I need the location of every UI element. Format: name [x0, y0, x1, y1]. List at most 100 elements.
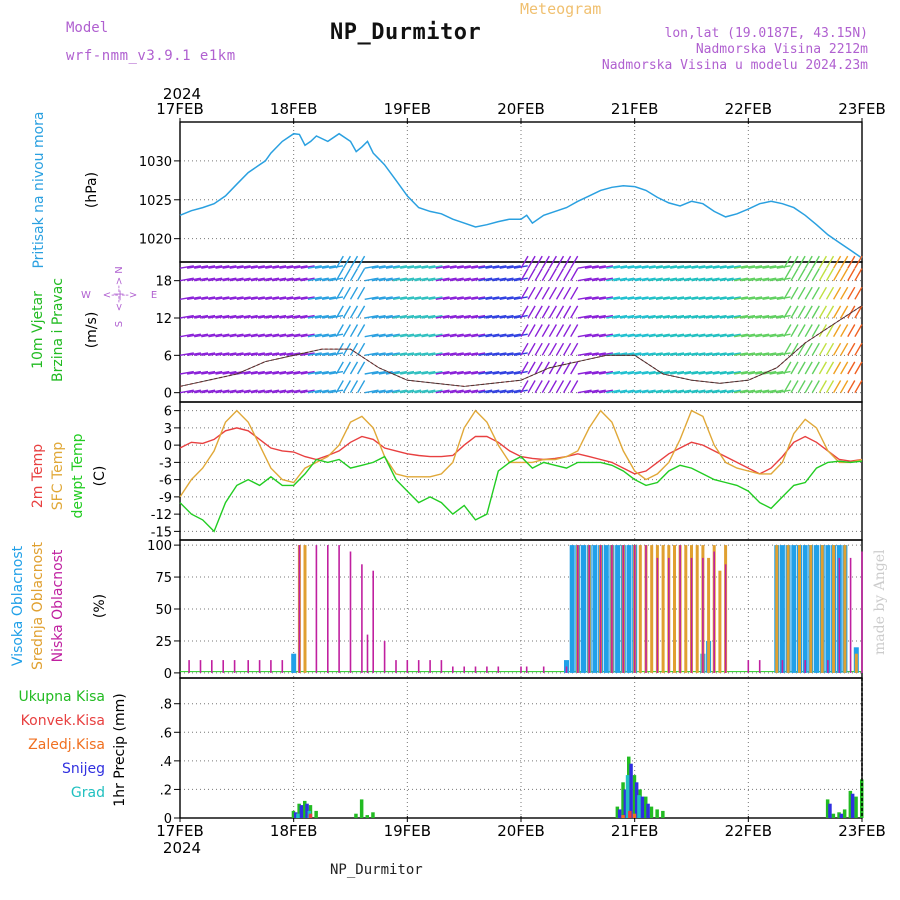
- wind-barb: [335, 286, 344, 300]
- wind-barb: [208, 370, 223, 375]
- cloud-unit: (%): [92, 594, 108, 618]
- cloud-bar-low: [702, 557, 704, 673]
- wind-barb: [243, 333, 258, 338]
- precip-legend-label: Konvek.Kisa: [21, 713, 105, 729]
- wind-barb: [698, 277, 713, 282]
- wind-barb: [236, 265, 251, 269]
- wind-barb: [378, 296, 393, 300]
- wind-barb: [314, 314, 329, 319]
- wind-barb: [741, 333, 756, 338]
- wind-barb: [201, 352, 216, 356]
- cloud-bar-low: [361, 564, 363, 673]
- wind-barb: [208, 296, 223, 300]
- wind-barb: [705, 265, 720, 269]
- wind-barb: [840, 255, 849, 269]
- y-tick-label: 75: [155, 571, 172, 586]
- wind-barb: [449, 352, 464, 356]
- wind-barb: [428, 352, 443, 356]
- wind-barb: [854, 324, 863, 338]
- wind-barb: [364, 314, 379, 319]
- wind-barb: [513, 370, 528, 375]
- wind-barb: [620, 277, 635, 282]
- wind-barb: [726, 296, 741, 300]
- x-tick-label-bottom: 23FEB: [838, 822, 885, 840]
- wind-barb: [541, 286, 550, 300]
- precip-bar: [293, 812, 298, 818]
- wind-barb: [407, 314, 422, 319]
- wind-barb: [847, 268, 856, 282]
- wind-barb: [520, 324, 529, 338]
- wind-barb: [442, 370, 457, 375]
- wind-barb: [513, 352, 528, 356]
- wind-barb: [307, 370, 322, 375]
- model-altitude: Nadmorska Visina u modelu 2024.23m: [601, 58, 868, 73]
- wind-barb: [655, 333, 670, 338]
- wind-barb: [385, 333, 400, 338]
- wind-barb: [755, 277, 770, 282]
- wind-barb: [356, 268, 366, 282]
- wind-barb: [662, 265, 678, 269]
- y-tick-label: 100: [147, 539, 172, 554]
- wind-barb: [548, 305, 558, 319]
- precip-bar: [646, 803, 650, 818]
- wind-barb: [257, 370, 273, 375]
- wind-barb: [691, 352, 706, 356]
- wind-barb: [229, 296, 244, 300]
- wind-barb: [506, 277, 521, 282]
- wind-barb: [705, 314, 720, 319]
- wind-barb: [534, 255, 543, 269]
- cloud-bar-high: [779, 545, 785, 673]
- y-tick-label: 0: [164, 812, 172, 827]
- wind-barb: [307, 314, 322, 319]
- wind-barb: [804, 268, 813, 282]
- wind-barb: [584, 370, 599, 375]
- wind-barb: [215, 296, 230, 300]
- wind-barb: [321, 314, 337, 319]
- wind-barb: [506, 333, 521, 338]
- wind-barb: [265, 370, 280, 375]
- cloud-bar-mid: [786, 545, 790, 673]
- wind-barb: [314, 352, 329, 356]
- precip-bar: [842, 809, 847, 818]
- wind-barb: [555, 361, 565, 375]
- x-year-label-top: 2024: [163, 85, 201, 103]
- wind-barb: [748, 314, 763, 319]
- wind-barb: [598, 333, 614, 338]
- cloud-bar-mid: [798, 545, 801, 673]
- wind-barb: [541, 255, 550, 269]
- wind-barb: [534, 305, 543, 319]
- wind-barb: [456, 296, 471, 300]
- wind-barb: [684, 296, 699, 300]
- precip-unit: 1hr Precip (mm): [112, 693, 128, 806]
- wind-barb: [733, 333, 749, 338]
- wind-barb: [414, 277, 429, 282]
- wind-barb: [577, 352, 592, 356]
- wind-barb: [243, 352, 258, 356]
- wind-barb: [485, 370, 500, 375]
- wind-barb: [428, 265, 443, 269]
- cloud-bar-high: [592, 545, 598, 673]
- wind-barb: [421, 352, 436, 356]
- wind-barb: [392, 265, 408, 269]
- wind-barb: [442, 265, 457, 269]
- precip-bar: [621, 815, 625, 818]
- precip-bar: [365, 815, 369, 818]
- y-tick-label: 0: [164, 667, 172, 682]
- wind-barb: [243, 296, 258, 300]
- wind-barb: [548, 361, 558, 375]
- wind-barb: [356, 342, 366, 356]
- precip-bar: [854, 796, 858, 818]
- wind-barb: [186, 314, 202, 319]
- precip-legend-label: Grad: [71, 785, 105, 801]
- cloud-bar-low: [199, 660, 202, 673]
- cloud-bar-low: [258, 660, 261, 673]
- wind-barb: [378, 333, 393, 338]
- wind-barb: [478, 333, 493, 338]
- wind-barb: [236, 296, 251, 300]
- wind-barb: [712, 370, 727, 375]
- wind-barb: [286, 370, 301, 375]
- wind-barb: [698, 352, 713, 356]
- wind-barb: [548, 286, 558, 300]
- wind-barb: [449, 265, 464, 269]
